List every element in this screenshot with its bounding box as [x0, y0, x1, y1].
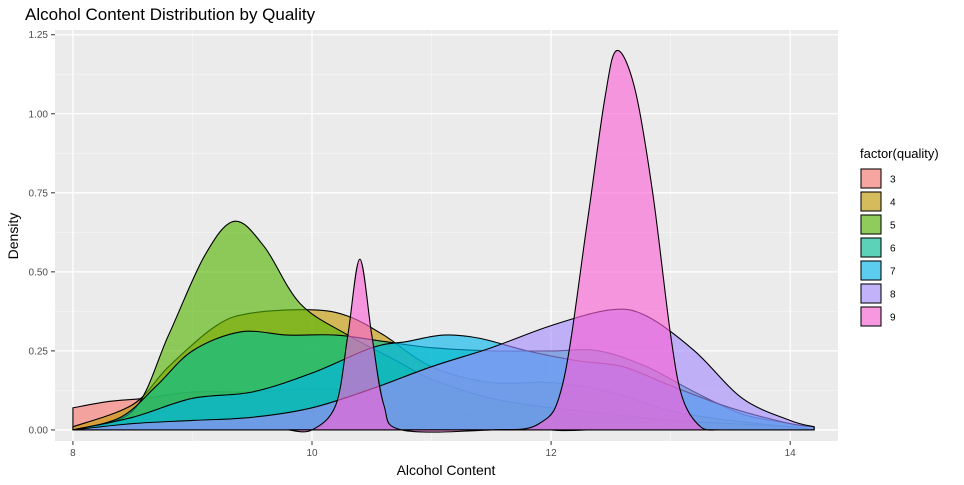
- chart-title: Alcohol Content Distribution by Quality: [25, 5, 316, 24]
- legend-items: 3 4 5 6 7 8 9: [860, 168, 896, 327]
- legend-label-quality-5: 5: [890, 221, 896, 232]
- legend-label-quality-9: 9: [890, 313, 896, 324]
- legend-swatch-quality-7: [860, 260, 882, 281]
- x-tick-label: 10: [306, 448, 318, 459]
- density-areas: [72, 49, 815, 433]
- legend-label-quality-6: 6: [890, 244, 896, 255]
- y-axis: 0.00 0.25 0.50 0.75 1.00 1.25: [29, 30, 55, 436]
- y-tick-label: 0.25: [29, 346, 49, 357]
- legend-swatch-quality-8: [860, 283, 882, 304]
- legend-label-quality-8: 8: [890, 290, 896, 301]
- y-tick-label: 0.00: [29, 425, 49, 436]
- x-tick-label: 12: [546, 448, 558, 459]
- legend-swatch-quality-9: [860, 306, 882, 327]
- x-tick-label: 8: [70, 448, 76, 459]
- legend-swatch-quality-6: [860, 237, 882, 258]
- legend-swatch-quality-4: [860, 191, 882, 212]
- x-tick-label: 14: [785, 448, 797, 459]
- density-area-quality-9: [287, 49, 720, 433]
- legend: factor(quality) 3 4 5 6 7 8 9: [860, 146, 939, 327]
- legend-label-quality-3: 3: [890, 175, 896, 186]
- legend-title: factor(quality): [860, 146, 939, 161]
- y-tick-label: 0.50: [29, 267, 49, 278]
- legend-swatch-quality-5: [860, 214, 882, 235]
- legend-label-quality-4: 4: [890, 198, 896, 209]
- legend-label-quality-7: 7: [890, 267, 896, 278]
- x-axis-title: Alcohol Content: [397, 462, 496, 478]
- y-axis-title: Density: [5, 213, 21, 260]
- y-tick-label: 1.25: [29, 30, 49, 41]
- y-tick-label: 1.00: [29, 109, 49, 120]
- x-axis: 8 10 12 14: [70, 441, 796, 459]
- y-tick-label: 0.75: [29, 188, 49, 199]
- legend-swatch-quality-3: [860, 168, 882, 189]
